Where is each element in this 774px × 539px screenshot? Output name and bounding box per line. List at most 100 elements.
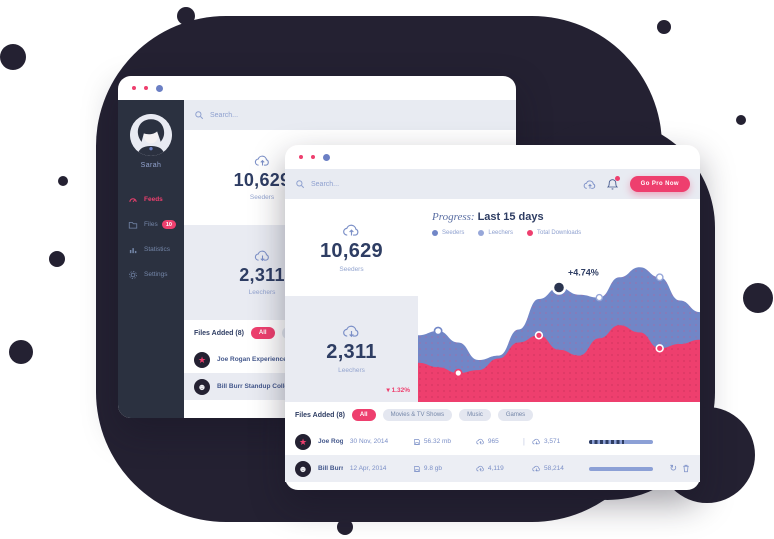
disk-icon [414,438,420,445]
files-added-title: Files Added (8) [295,411,345,419]
stat-label: Leechers [338,367,365,374]
decor-circle [49,251,65,267]
delete-icon[interactable] [682,464,690,473]
front-titlebar [285,145,700,169]
cloud-upload-icon [476,465,484,472]
divider: | [522,437,525,446]
sidebar-item-settings[interactable]: Settings [118,262,184,287]
stat-value: 10,629 [233,170,291,190]
cloud-upload-icon [583,179,595,189]
sidebar-item-label: Feeds [144,196,163,203]
sidebar-item-label: Files [144,221,158,228]
cloud-download-icon [343,325,359,338]
legend-item-seeders[interactable]: Seeders [432,230,464,236]
legend-item-leechers[interactable]: Leechers [478,230,513,236]
file-title: Bill Burr Standup Collective [217,383,303,390]
progress-panel: Progress: Last 15 days Seeders Leechers T… [418,199,700,402]
filter-all[interactable]: All [351,409,376,421]
user-name: Sarah [140,162,162,169]
search-input[interactable]: Search... [311,180,340,188]
decor-circle [736,115,746,125]
file-date: 12 Apr, 2014 [349,465,387,472]
cloud-download-icon [254,250,269,262]
disk-icon [414,465,420,472]
search-icon [195,111,204,120]
files-added-header: Files Added (8) All Movies & TV Shows Mu… [285,402,700,428]
upload-button[interactable] [583,179,597,190]
file-download-count: 58,214 [532,465,582,472]
files-count-badge: 10 [161,220,176,229]
file-row[interactable]: ☻ Bill Burr Standup Collective 12 Apr, 2… [285,455,700,482]
chart-legend: Seeders Leechers Total Downloads [418,223,700,236]
sidebar-item-label: Statistics [144,246,171,253]
progress-bar [589,466,653,471]
decor-circle [0,44,26,70]
trash-icon [683,464,689,473]
search-icon [296,180,305,189]
area-chart: +4.74% [418,257,700,402]
sidebar-item-statistics[interactable]: Statistics [118,237,184,262]
file-row[interactable]: ★ Joe Rogan Experience Ep. #68 [184,346,516,373]
front-body: 10,629 Seeders 2,311 Leechers ▾ 1.32% Pr… [285,199,700,402]
decor-circle [657,20,671,34]
progress-bar [589,439,653,444]
file-download-count: 3,571 [532,438,582,445]
file-date: 30 Nov, 2014 [349,438,389,445]
gear-icon [129,270,137,279]
sidebar-item-feeds[interactable]: Feeds [118,187,184,212]
cloud-download-icon [532,465,540,472]
stat-value: 2,311 [239,265,285,285]
maximize-button[interactable] [323,153,330,161]
legend-dot [527,230,534,236]
stat-label: Seeders [339,265,364,273]
stat-value: 2,311 [326,341,377,363]
svg-text:+4.74%: +4.74% [568,268,599,278]
legend-dot [432,230,438,236]
file-title: Bill Burr Standup Collective [318,465,343,472]
gauge-icon [129,197,137,202]
decor-circle [157,450,169,462]
avatar-illustration [130,114,172,156]
search-bar[interactable]: Search... [184,100,516,130]
minimize-button[interactable] [144,86,148,90]
legend-item-total-downloads[interactable]: Total Downloads [527,230,581,236]
decor-circle [58,176,68,186]
file-row[interactable]: ★ Joe Rogan Experience Ep. #68 30 Nov, 2… [285,428,700,455]
legend-dot [478,230,485,236]
go-pro-button[interactable]: Go Pro Now [629,176,690,192]
search-placeholder: Search... [210,111,239,119]
sidebar-item-files[interactable]: Files 10 [118,212,184,237]
reseed-icon[interactable]: ↻ [669,463,677,473]
sidebar-item-label: Settings [144,271,168,278]
cloud-download-icon [532,438,540,445]
back-titlebar [118,76,516,100]
file-title: Joe Rogan Experience Ep. #68 [217,356,312,363]
file-thumbnail: ★ [295,433,311,450]
file-thumbnail: ★ [194,351,210,368]
minimize-button[interactable] [311,155,315,159]
sidebar-nav: Feeds Files 10 Statistics [118,187,184,287]
maximize-button[interactable] [156,84,163,92]
decor-circle [9,340,33,364]
file-size: 9.8 gb [413,465,469,473]
notifications-button[interactable] [606,176,620,190]
stat-card-leechers: 2,311 Leechers ▾ 1.32% [285,296,418,402]
row-actions: ↻ [660,464,690,473]
close-button[interactable] [132,86,136,90]
sidebar: Sarah Feeds Files 10 [118,100,184,418]
filter-all[interactable]: All [250,327,275,339]
cloud-upload-icon [254,155,269,166]
file-title: Joe Rogan Experience Ep. #68 [318,438,343,445]
close-button[interactable] [299,155,303,159]
front-window: Search... Go Pro Now [285,145,700,490]
filter-music[interactable]: Music [459,409,491,421]
stat-label: Seeders [249,194,275,201]
file-thumbnail: ☻ [194,378,210,395]
file-upload-count: 965 [476,438,516,445]
stat-delta: ▾ 1.32% [386,387,411,394]
filter-games[interactable]: Games [497,409,534,421]
user-avatar[interactable] [130,114,172,156]
bar-chart-icon [129,247,137,253]
filter-movies[interactable]: Movies & TV Shows [382,409,453,421]
